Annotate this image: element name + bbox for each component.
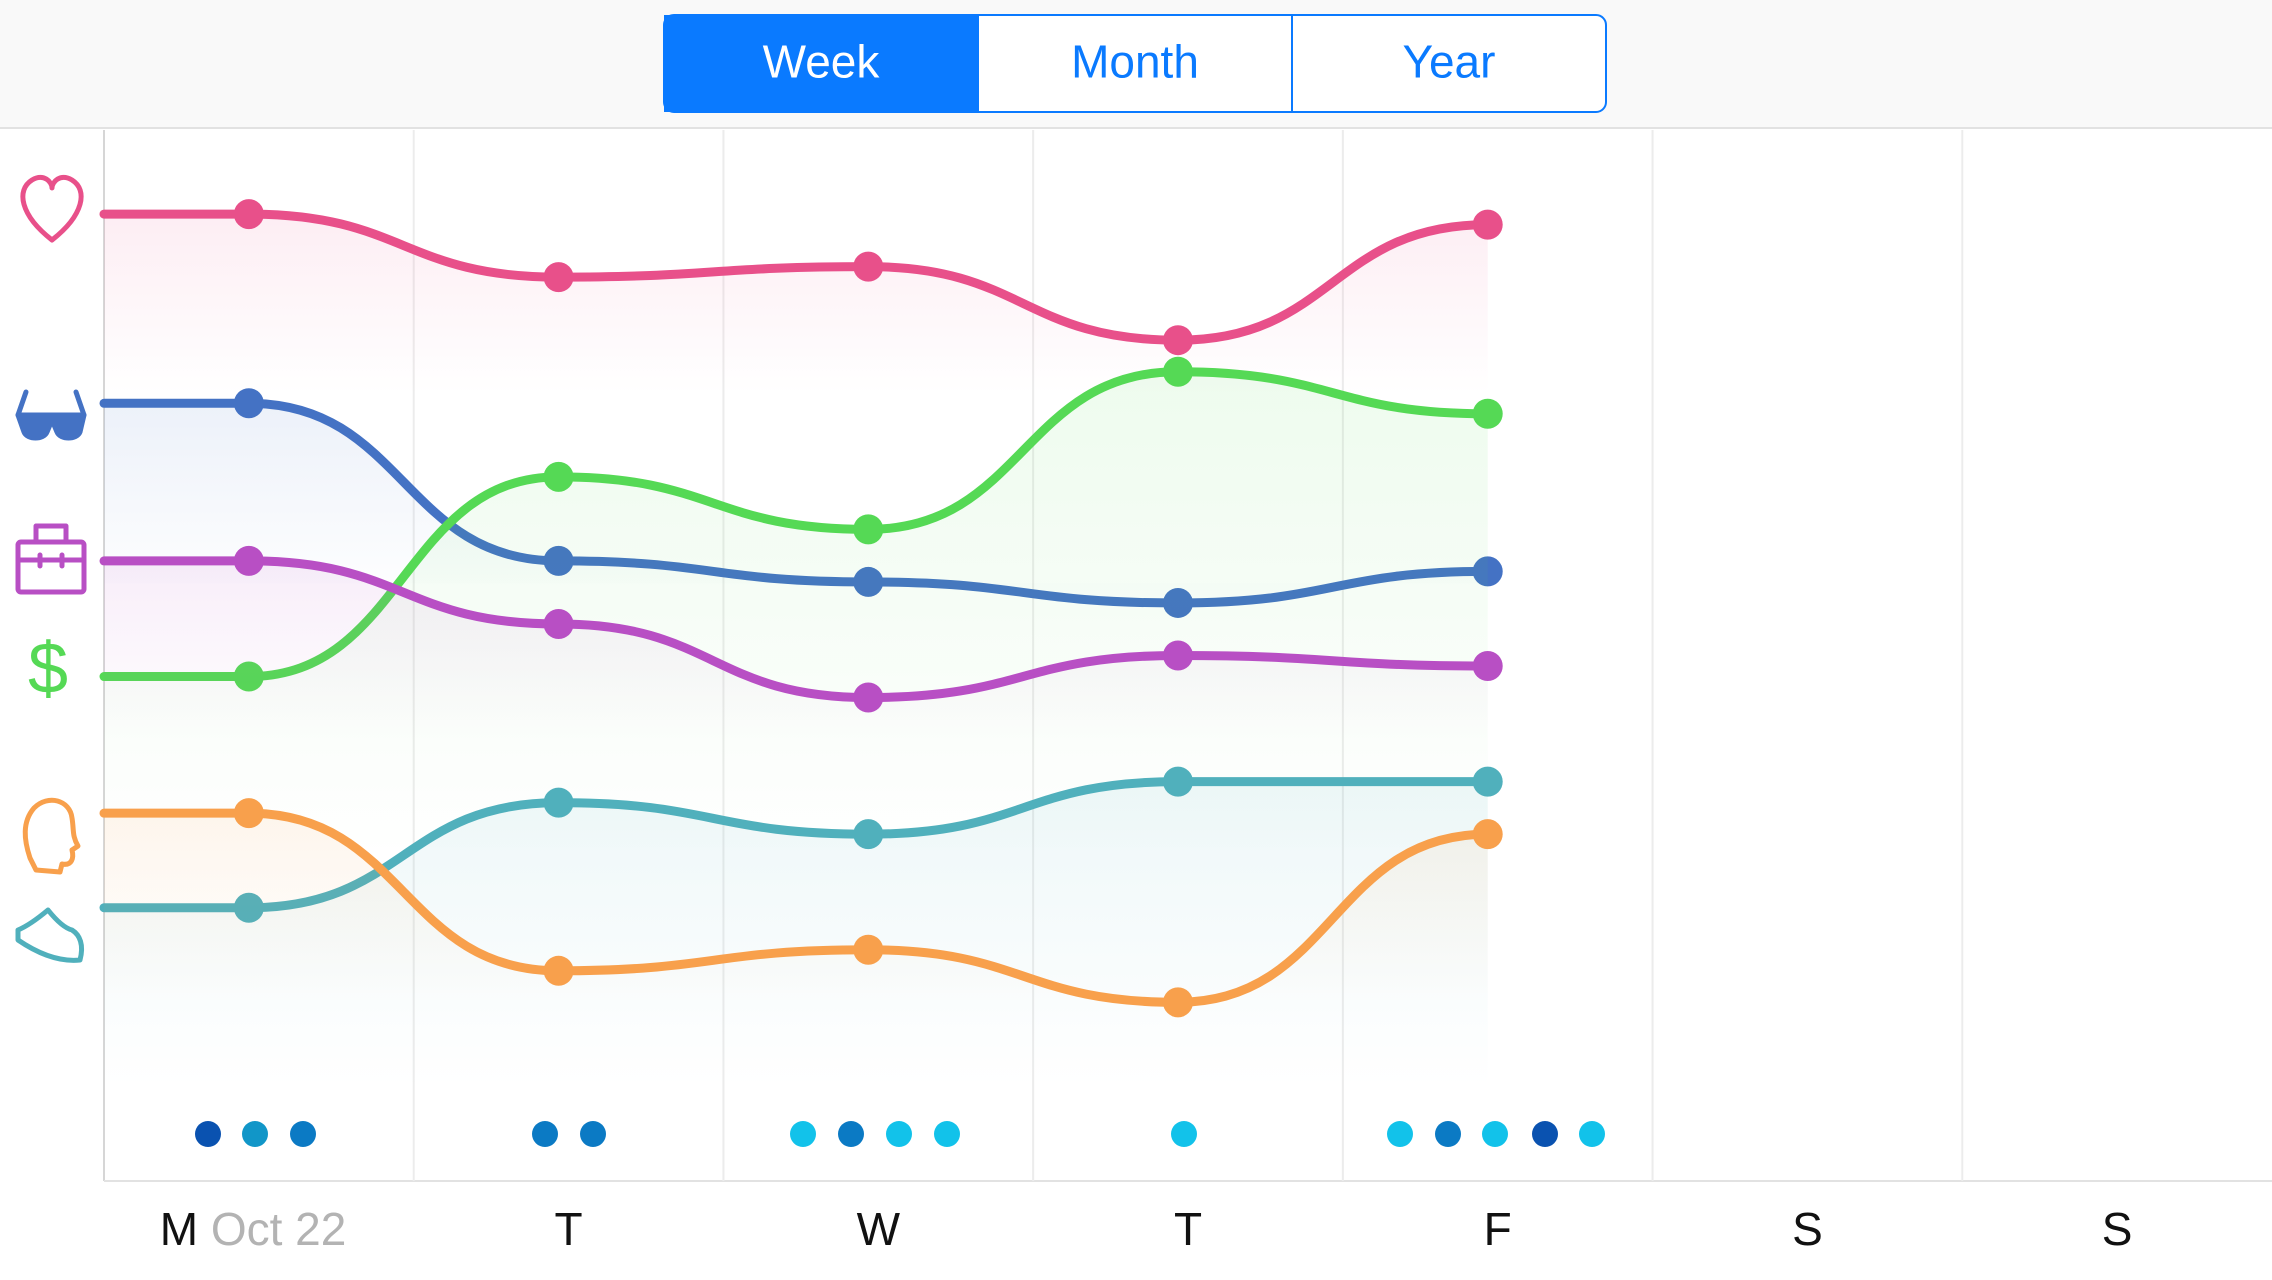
tab[interactable]	[664, 15, 978, 112]
entry-dot	[1387, 1121, 1413, 1147]
area	[104, 813, 1488, 1003]
point	[543, 461, 574, 492]
day-label: F	[1484, 1203, 1512, 1255]
point	[1163, 766, 1193, 797]
point	[853, 251, 884, 282]
entry-dot	[1171, 1121, 1197, 1147]
day-label: T	[1174, 1203, 1202, 1255]
entry-dot	[532, 1121, 558, 1147]
point	[1163, 325, 1193, 356]
point	[543, 955, 574, 986]
entry-dot	[1482, 1121, 1508, 1147]
entry-dot	[580, 1121, 606, 1147]
point	[233, 798, 264, 829]
entry-dot	[790, 1121, 816, 1147]
tab-label[interactable]: Week	[763, 36, 881, 88]
point	[1472, 819, 1503, 850]
day-label: S	[2102, 1203, 2133, 1255]
point	[853, 682, 884, 713]
entry-dot	[1532, 1121, 1558, 1147]
entry-dot	[886, 1121, 912, 1147]
point	[543, 262, 574, 293]
shoe-icon	[15, 907, 85, 963]
point	[543, 787, 574, 818]
point	[853, 514, 884, 545]
point	[853, 934, 884, 965]
date-label: Oct 22	[211, 1203, 347, 1255]
head-icon	[22, 797, 81, 875]
day-label: W	[857, 1203, 901, 1255]
day-label: S	[1792, 1203, 1823, 1255]
point	[1472, 651, 1503, 682]
area	[104, 214, 1488, 395]
point	[233, 545, 264, 576]
plot	[99, 199, 1503, 1088]
bag-icon	[15, 523, 87, 595]
tab-label[interactable]: Year	[1403, 36, 1496, 88]
entry-dot	[1579, 1121, 1605, 1147]
point	[543, 608, 574, 639]
segmented-control: Week Month Year	[663, 14, 1607, 113]
point	[233, 388, 264, 419]
point	[1472, 398, 1503, 429]
day-label: T	[555, 1203, 583, 1255]
day-label: M	[160, 1203, 198, 1255]
point	[1472, 209, 1503, 240]
glasses-icon	[15, 389, 87, 441]
icons: $	[15, 174, 87, 963]
entry-dot	[838, 1121, 864, 1147]
dollar-icon: $	[28, 629, 68, 709]
heart-icon	[20, 174, 84, 243]
area	[104, 560, 1488, 741]
entry-dot	[1435, 1121, 1461, 1147]
entry-dot	[290, 1121, 316, 1147]
point	[1163, 987, 1193, 1018]
entry-dot	[934, 1121, 960, 1147]
point	[1472, 766, 1503, 797]
point	[233, 199, 264, 230]
area	[104, 781, 1488, 1088]
point	[853, 819, 884, 850]
tab-label[interactable]: Month	[1071, 36, 1199, 88]
entry-dot	[242, 1121, 268, 1147]
entry-dots	[195, 1121, 1605, 1147]
point	[1163, 640, 1193, 671]
point	[1163, 356, 1193, 387]
entry-dot	[195, 1121, 221, 1147]
